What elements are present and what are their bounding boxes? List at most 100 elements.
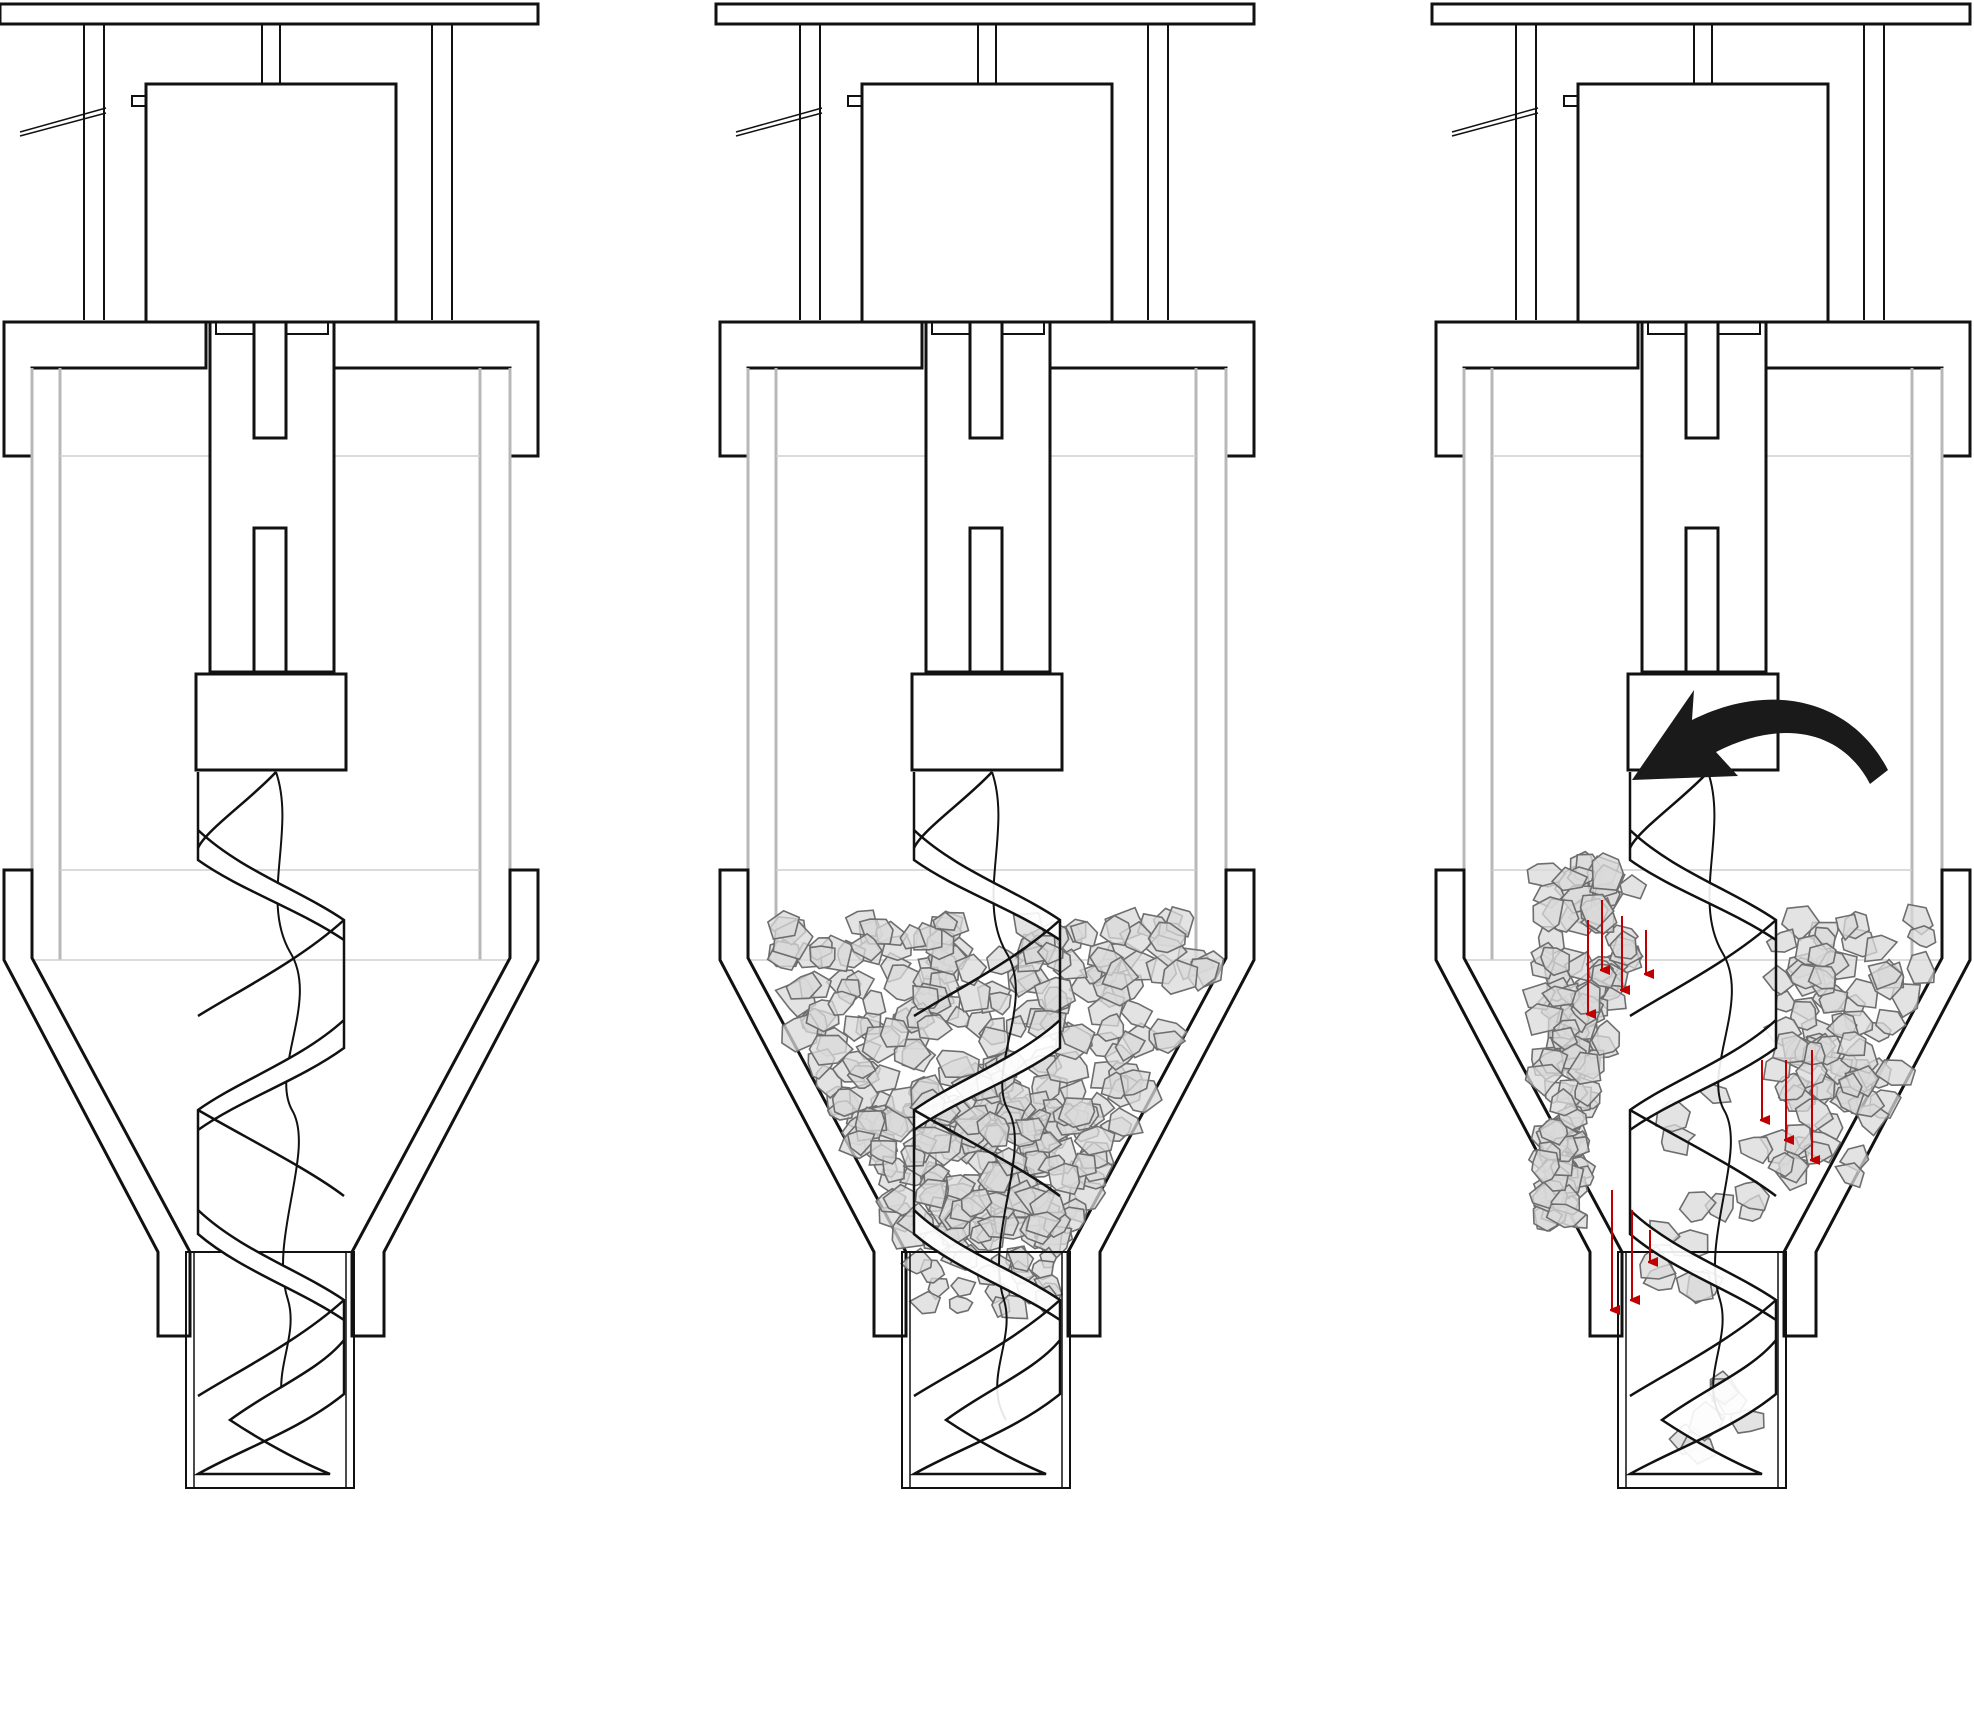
sensor-cable <box>19 107 107 133</box>
panel-empty <box>0 2 540 1489</box>
material-granule <box>912 984 940 1010</box>
material-granule <box>950 1276 977 1298</box>
material-granule <box>1008 964 1042 999</box>
material-granule <box>1591 852 1625 892</box>
sensor-cable-2 <box>735 112 823 137</box>
material-granule <box>1834 1162 1865 1189</box>
auger-screw <box>1625 771 1778 1476</box>
material-granule <box>914 1178 948 1210</box>
material-granule <box>960 1188 993 1218</box>
material-granule <box>865 1064 901 1094</box>
material-granule <box>1569 980 1601 1015</box>
material-granule <box>1590 1019 1621 1057</box>
material-granule <box>1836 1031 1867 1057</box>
material-granule <box>1014 1117 1046 1143</box>
material-granule <box>831 1088 864 1118</box>
material-bed <box>1521 850 1937 1465</box>
sensor-cable-2 <box>1451 112 1539 137</box>
top-frame-plate <box>714 2 1256 26</box>
material-granule <box>1807 964 1837 990</box>
outlet-tube <box>901 1251 1071 1489</box>
material-granule <box>935 1049 980 1079</box>
material-granule <box>1540 946 1571 977</box>
material-granule <box>899 923 927 950</box>
material-granule <box>976 1110 1010 1148</box>
material-granule <box>827 990 858 1017</box>
material-granule <box>916 1013 954 1041</box>
funnel-left <box>718 868 908 1338</box>
material-granule <box>1678 1191 1717 1223</box>
material-granule <box>1863 934 1899 963</box>
clamp-bracket-right <box>330 320 540 458</box>
funnel-left <box>2 868 192 1338</box>
material-granule <box>954 953 988 987</box>
shaft-slot-lower <box>1684 526 1720 674</box>
sensor-cable <box>1451 107 1539 133</box>
auger-shaft-core <box>275 771 301 1421</box>
material-granule <box>1531 1148 1561 1184</box>
sensor-cable-2 <box>19 112 107 137</box>
material-granule <box>914 1126 953 1155</box>
funnel-right <box>1066 868 1256 1338</box>
material-granule <box>879 1017 910 1048</box>
material-granule <box>1843 977 1880 1009</box>
material-granule <box>998 1081 1033 1112</box>
panel-dispensing <box>1430 2 1972 1489</box>
material-granule <box>1590 963 1618 989</box>
material-granule <box>1532 896 1565 933</box>
clamp-bracket-left <box>1434 320 1640 458</box>
clamp-bracket-left <box>718 320 924 458</box>
material-granule <box>1566 1051 1602 1085</box>
material-granule <box>1834 913 1859 942</box>
sensor-plug <box>847 95 863 107</box>
shaft-slot-upper <box>968 320 1004 440</box>
motor-housing <box>860 82 1114 324</box>
auger-flight-edge <box>1628 771 1777 1398</box>
clamp-bracket-right <box>1762 320 1972 458</box>
motor-housing <box>144 82 398 324</box>
material-granule <box>932 911 959 932</box>
material-granule <box>869 1139 898 1165</box>
material-granule <box>1550 866 1589 892</box>
auger-coupling <box>910 672 1064 772</box>
material-granule <box>908 1290 942 1315</box>
auger-coupling <box>194 672 348 772</box>
shaft-slot-lower <box>252 526 288 674</box>
material-granule <box>1619 874 1648 900</box>
material-bed <box>766 905 1225 1320</box>
clamp-bracket-left <box>2 320 208 458</box>
auger-flight <box>909 772 1062 1476</box>
auger-flight-edge <box>912 771 1061 1398</box>
material-granule <box>809 945 836 970</box>
material-granule <box>1107 1106 1144 1137</box>
material-granule <box>1738 1136 1774 1165</box>
sensor-cable <box>735 107 823 133</box>
material-granule <box>978 1025 1010 1059</box>
material-granule <box>1524 1063 1564 1097</box>
auger-screw <box>909 771 1062 1476</box>
auger-flight-edge <box>196 771 345 1398</box>
material-granule <box>1771 1031 1809 1064</box>
material-granule <box>1101 956 1140 991</box>
material-granule <box>1551 1026 1579 1051</box>
panel-filled <box>714 2 1256 1489</box>
shaft-slot-upper <box>252 320 288 440</box>
material-granule <box>1549 1087 1579 1117</box>
top-frame-plate <box>1430 2 1972 26</box>
outlet-tube <box>1617 1251 1787 1489</box>
material-granule <box>1545 1203 1588 1229</box>
material-granule <box>1147 921 1187 954</box>
material-granule <box>1837 1072 1863 1099</box>
material-granule <box>1767 1151 1795 1178</box>
sensor-plug <box>1563 95 1579 107</box>
material-granule <box>1906 925 1937 949</box>
motor-housing <box>1576 82 1830 324</box>
material-granule <box>766 909 801 941</box>
material-granule <box>900 1247 933 1275</box>
material-granule <box>1794 1098 1835 1133</box>
material-granule <box>948 1295 974 1315</box>
material-granule <box>1152 1030 1187 1055</box>
material-granule <box>846 1130 876 1157</box>
funnel-right <box>350 868 540 1338</box>
